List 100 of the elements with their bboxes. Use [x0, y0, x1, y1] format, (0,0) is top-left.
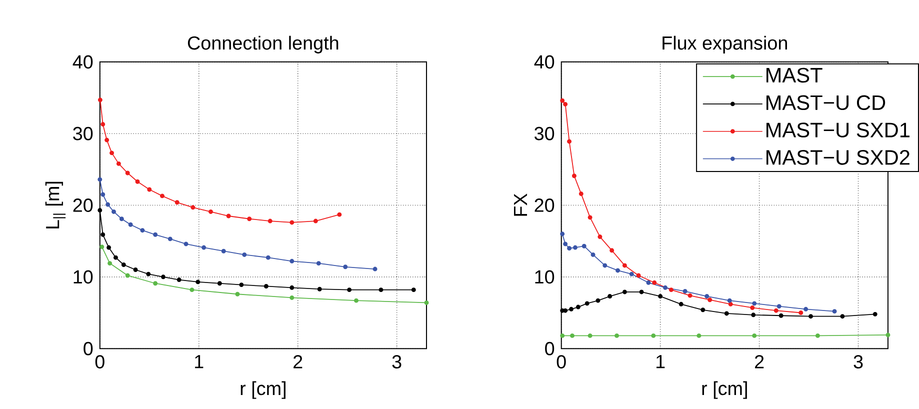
point — [563, 102, 568, 107]
legend-label: MAST — [766, 68, 822, 83]
point — [639, 290, 644, 294]
legend-label: MAST−U SXD2 — [766, 150, 910, 166]
point — [804, 307, 808, 312]
point — [196, 280, 200, 284]
x-tick-label: 3 — [854, 355, 863, 369]
point — [614, 334, 620, 338]
point — [317, 287, 322, 292]
point — [572, 174, 576, 178]
point — [560, 232, 565, 236]
point — [682, 289, 688, 294]
point — [629, 272, 634, 277]
point — [567, 139, 572, 144]
point — [161, 274, 166, 280]
point — [202, 246, 206, 250]
point — [704, 294, 710, 299]
point — [570, 334, 574, 338]
point — [128, 222, 133, 228]
point — [652, 280, 657, 286]
point — [268, 219, 272, 224]
point — [727, 298, 732, 304]
point — [337, 212, 342, 218]
point — [378, 288, 384, 292]
point — [347, 288, 352, 292]
point — [153, 281, 158, 286]
point — [658, 294, 663, 299]
point — [636, 273, 641, 278]
x-tick-label: 0 — [556, 355, 566, 369]
point — [584, 301, 590, 306]
point — [153, 232, 158, 238]
point — [239, 282, 244, 288]
point — [100, 192, 106, 197]
y-axis-title: L$_{||}$ [m] — [45, 182, 66, 229]
point — [176, 278, 182, 282]
chart-title: Connection length — [188, 36, 338, 54]
point — [235, 292, 240, 297]
point — [752, 301, 757, 306]
y-tick-label: 20 — [73, 198, 93, 212]
y-tick-label: 0 — [545, 342, 554, 356]
point — [567, 246, 572, 251]
point — [688, 294, 692, 298]
point — [174, 200, 180, 205]
point — [372, 267, 378, 272]
point — [598, 234, 602, 240]
point — [411, 288, 416, 292]
point — [560, 334, 565, 338]
point — [104, 138, 110, 143]
point — [696, 334, 702, 338]
point — [242, 252, 247, 258]
point — [100, 122, 106, 127]
point — [602, 263, 608, 268]
point — [106, 202, 110, 208]
point — [576, 305, 580, 310]
point — [354, 298, 358, 304]
point — [168, 236, 172, 242]
point — [582, 244, 586, 249]
point — [610, 248, 614, 253]
legend-label: MAST−U CD — [766, 95, 886, 110]
point — [290, 286, 294, 290]
y-tick-label: 10 — [535, 270, 554, 284]
point — [208, 210, 213, 214]
point — [313, 219, 318, 224]
point — [108, 261, 112, 266]
point — [678, 302, 684, 307]
point — [590, 252, 596, 258]
x-tick-label: 2 — [294, 355, 302, 369]
point — [815, 334, 820, 338]
point — [728, 302, 733, 307]
point — [774, 308, 778, 314]
point — [190, 288, 194, 292]
point — [110, 150, 114, 156]
point — [751, 312, 756, 318]
y-tick-label: 0 — [84, 342, 93, 356]
point — [588, 334, 592, 338]
point — [133, 268, 138, 272]
x-axis-title: r [cm] — [240, 382, 286, 400]
point — [100, 244, 104, 250]
point — [264, 284, 268, 289]
x-tick-label: 1 — [656, 355, 665, 368]
x-tick-label: 0 — [95, 355, 104, 369]
point — [112, 210, 116, 214]
point — [578, 192, 584, 196]
point — [563, 242, 568, 246]
point — [140, 228, 145, 233]
point — [588, 215, 592, 220]
x-tick-label: 1 — [195, 355, 204, 368]
y-tick-label: 10 — [74, 270, 93, 284]
point — [147, 187, 152, 192]
point — [135, 180, 140, 184]
point — [668, 288, 674, 292]
point — [700, 308, 706, 312]
point — [100, 232, 106, 238]
y-tick-label: 30 — [73, 127, 93, 141]
x-tick-label: 2 — [754, 355, 764, 369]
point — [798, 310, 804, 316]
point — [290, 259, 294, 264]
point — [750, 306, 755, 310]
point — [872, 312, 878, 317]
point — [808, 314, 814, 319]
